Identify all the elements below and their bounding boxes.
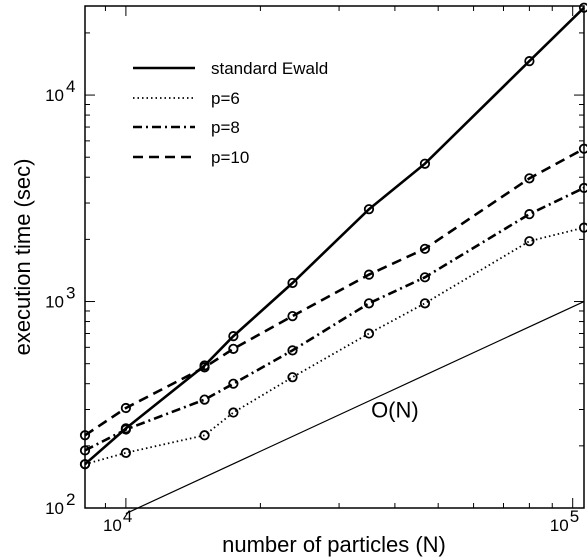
data-point-p-8-8: [578, 182, 587, 194]
data-point-p-8-7: [524, 209, 535, 220]
data-point-p-10-6: [419, 243, 431, 254]
data-point-standard-ewald-5: [363, 204, 375, 215]
x-axis-title: number of particles (N): [222, 532, 446, 557]
data-point-p-6-7: [524, 236, 535, 247]
legend: standard Ewald p=6 p=8 p=10: [133, 59, 328, 167]
tick-layer: 10 4 10 510 210 310 4: [45, 6, 584, 535]
series-line-p-6: [84, 226, 585, 466]
reference-line-on: [125, 300, 585, 515]
series-line-standard-ewald: [84, 6, 585, 466]
y-axis-title: execution time (sec): [10, 159, 35, 356]
plot-frame: [84, 5, 585, 509]
legend-label-p-10: p=10: [211, 148, 249, 167]
data-point-p-6-0: [79, 459, 91, 470]
data-point-standard-ewald-8: [578, 2, 587, 13]
data-point-p-8-5: [363, 298, 375, 309]
data-point-p-10-1: [120, 402, 131, 414]
data-point-p-8-1: [120, 424, 131, 435]
data-point-p-10-4: [287, 311, 298, 322]
series-line-p-10: [84, 147, 585, 437]
data-point-p-8-3: [228, 378, 239, 389]
data-point-p-6-4: [287, 372, 298, 383]
data-point-p-6-2: [199, 430, 210, 441]
data-point-standard-ewald-7: [524, 56, 535, 67]
y-tick-exponent-1: 3: [66, 284, 75, 303]
x-tick-exponent-0: 4: [123, 507, 132, 526]
data-point-p-10-3: [228, 343, 239, 354]
y-tick-exponent-0: 2: [66, 490, 75, 509]
data-point-standard-ewald-3: [228, 331, 239, 342]
data-point-p-8-4: [287, 345, 298, 356]
data-point-p-10-0: [79, 430, 91, 441]
legend-label-p-8: p=8: [211, 118, 240, 137]
y-tick-exponent-2: 4: [66, 77, 75, 96]
data-point-p-8-2: [199, 394, 210, 405]
legend-label-p-6: p=6: [211, 89, 240, 108]
series-layer: [79, 2, 587, 515]
data-point-p-8-6: [419, 272, 431, 283]
x-tick-label-0: 10: [103, 516, 122, 535]
y-tick-label-2: 10: [45, 86, 64, 105]
legend-label-standard-ewald: standard Ewald: [211, 59, 328, 78]
x-tick-label-1: 10: [550, 516, 569, 535]
data-point-p-10-7: [524, 173, 535, 184]
data-point-p-10-2: [199, 362, 210, 373]
series-line-p-8: [84, 186, 585, 452]
data-point-standard-ewald-6: [419, 158, 431, 169]
data-point-p-6-3: [228, 407, 239, 418]
data-point-p-6-1: [120, 447, 131, 458]
x-tick-exponent-1: 5: [570, 507, 579, 526]
data-point-p-10-5: [363, 269, 375, 280]
data-point-standard-ewald-4: [287, 277, 298, 289]
data-point-p-6-5: [363, 328, 375, 339]
y-tick-label-0: 10: [45, 499, 64, 518]
annotation-on: O(N): [371, 397, 419, 422]
data-point-p-6-6: [419, 298, 431, 309]
data-point-p-6-8: [578, 222, 587, 233]
y-tick-label-1: 10: [45, 293, 64, 312]
data-point-p-10-8: [578, 143, 587, 154]
